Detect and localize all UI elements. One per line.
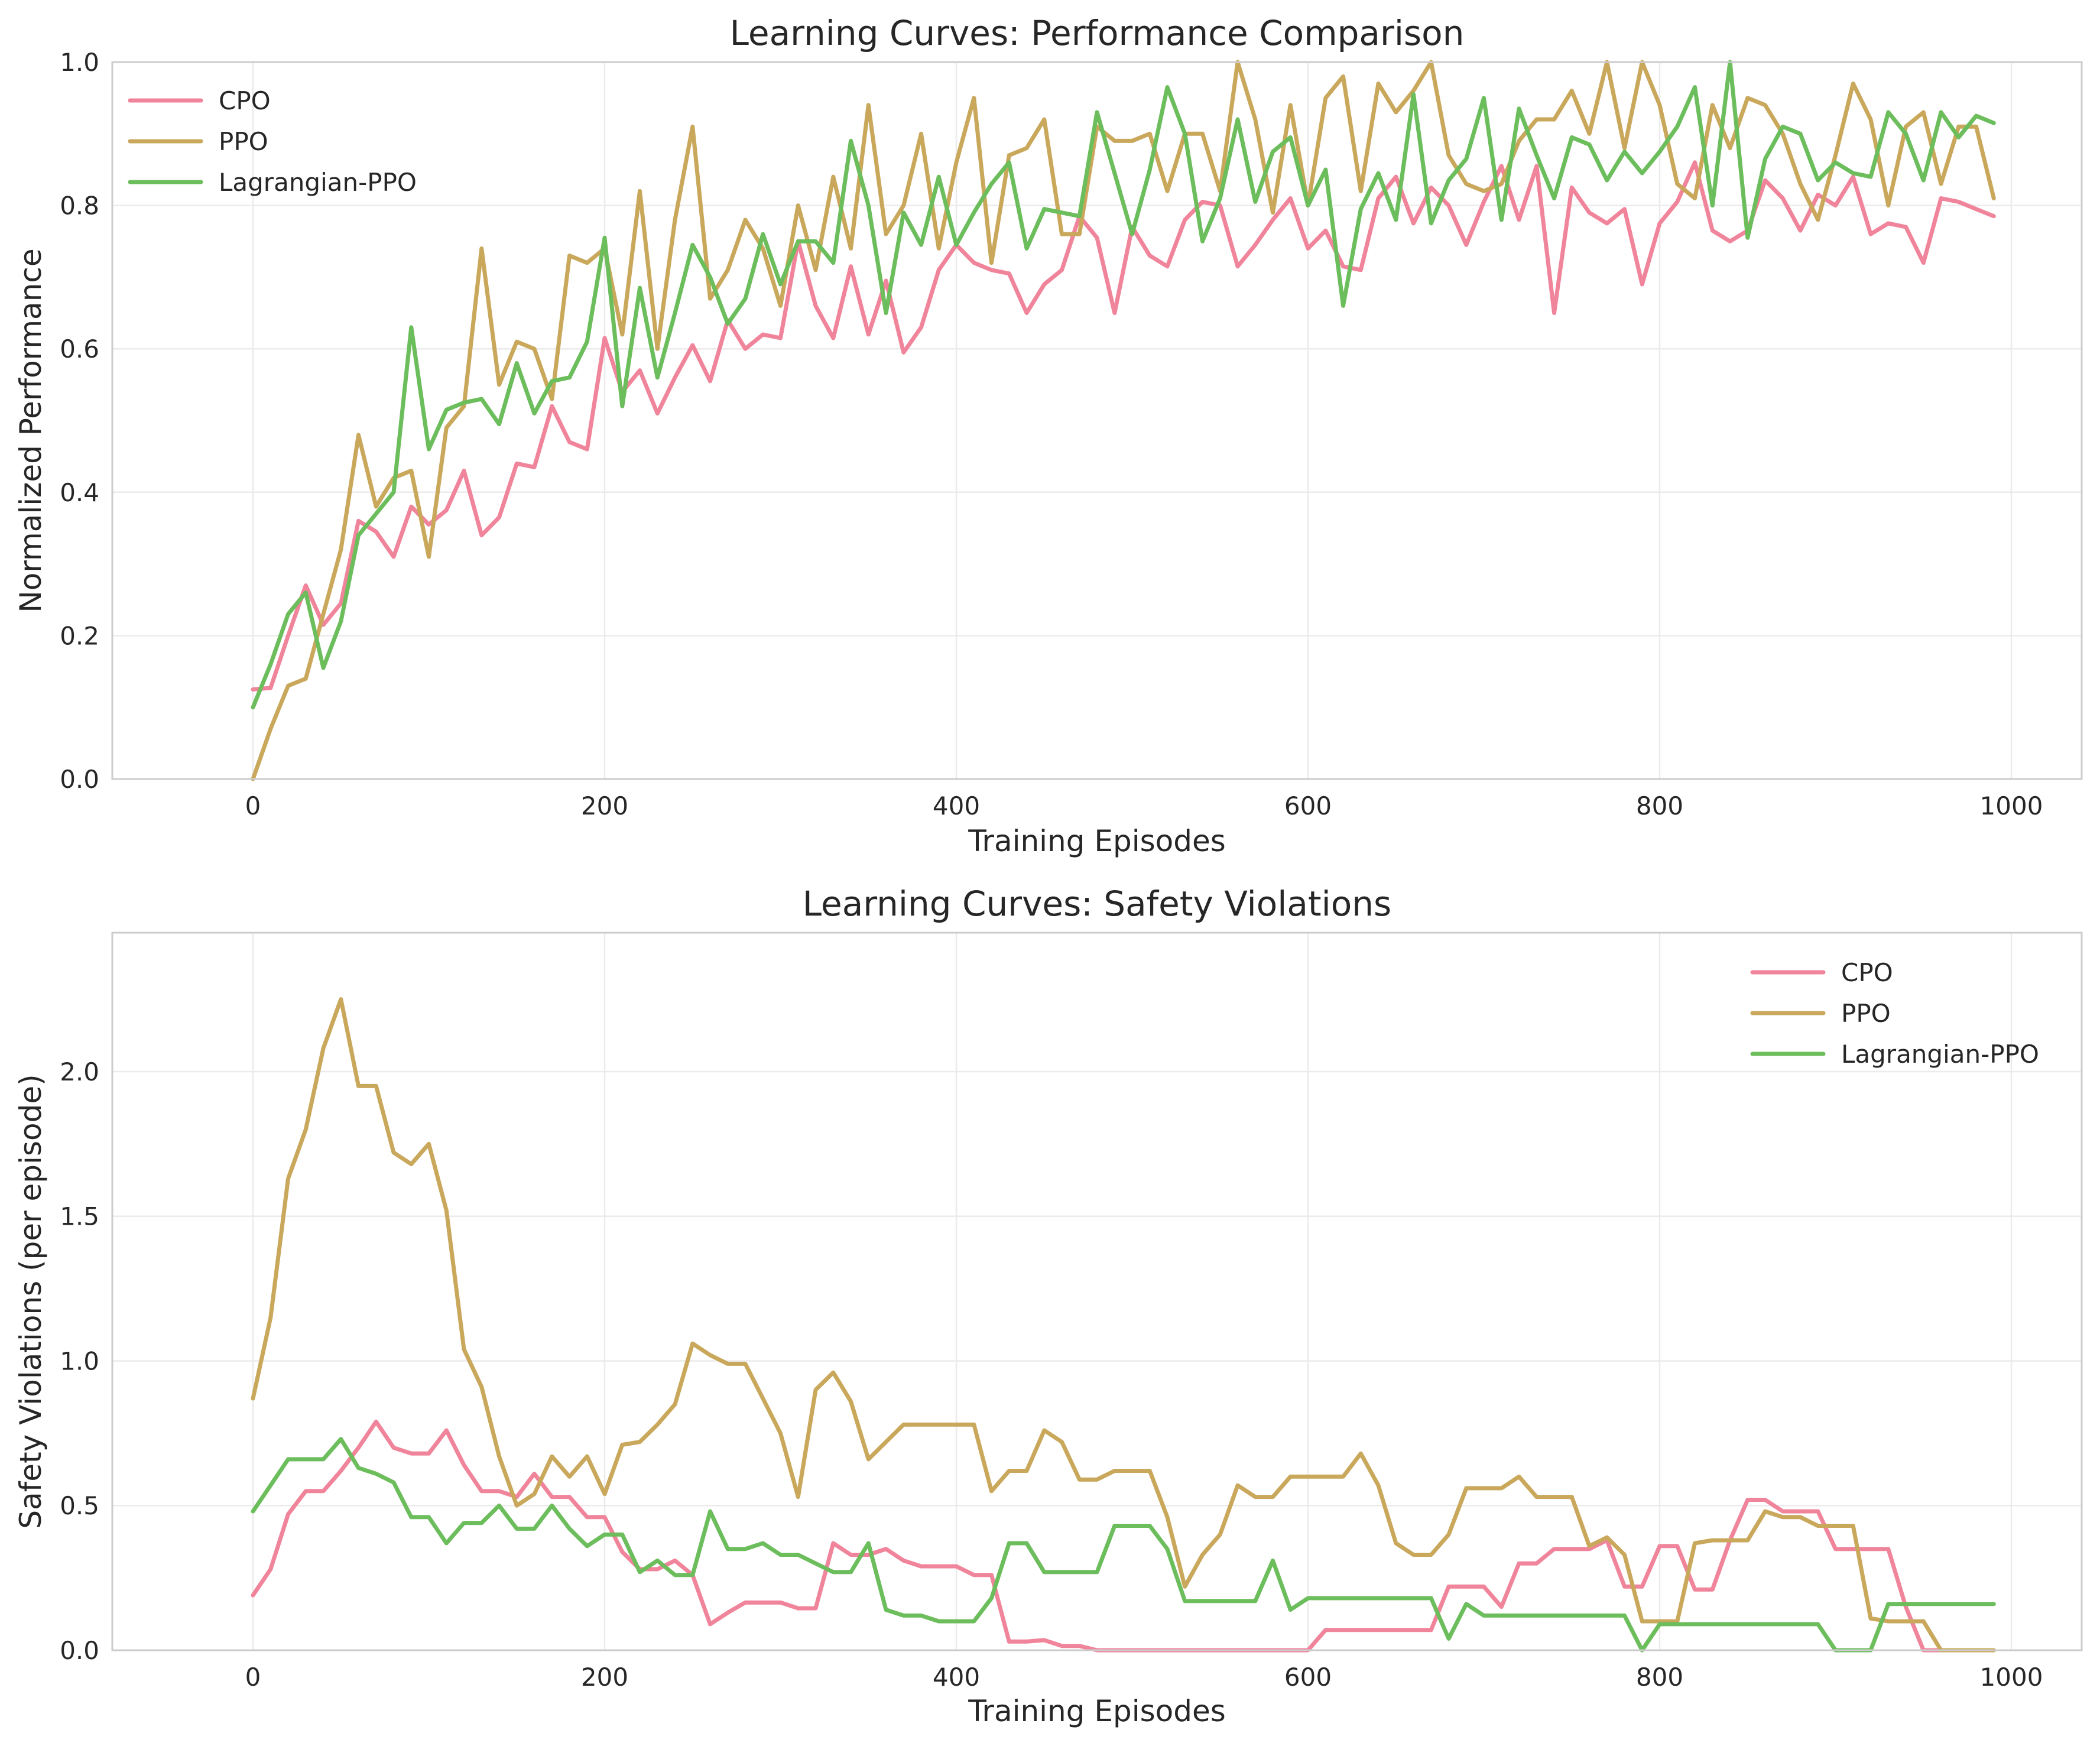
performance-ticks: 0 200 400 600 800 1000 0.0 0.2 0.4 0.6 0.8 1.0 [60,48,2043,820]
performance-legend-label-ppo: PPO [219,127,268,156]
performance-chart-title: Learning Curves: Performance Comparison [730,13,1465,53]
safety-x-tick-label: 0 [245,1663,261,1692]
performance-y-tick-label: 0.8 [60,192,99,220]
performance-x-axis-label: Training Episodes [968,824,1226,858]
safety-chart: 0 200 400 600 800 1000 0.0 0.5 1.0 1.5 2.0 Learnin… [14,884,2083,1728]
performance-line-lagrangian-ppo [251,60,1996,710]
safety-grid [112,933,2082,1651]
safety-legend-label-lagrangian-ppo: Lagrangian-PPO [1841,1040,2039,1069]
performance-plot-frame [111,61,2083,780]
safety-legend-label-cpo: CPO [1841,958,1893,987]
safety-line-lagrangian-ppo [251,1437,1996,1653]
performance-y-tick-label: 0.2 [60,621,99,650]
safety-y-tick-label: 0.0 [60,1636,99,1665]
safety-line-ppo [251,997,1996,1653]
performance-legend: CPO PPO Lagrangian-PPO [128,86,417,197]
performance-x-tick-label: 200 [581,791,628,820]
performance-x-tick-label: 800 [1636,791,1683,820]
safety-y-tick-label: 0.5 [60,1491,99,1520]
performance-x-tick-label: 600 [1284,791,1332,820]
performance-x-tick-label: 0 [245,791,261,820]
safety-legend-label-ppo: PPO [1841,999,1891,1028]
performance-series [251,60,1996,781]
safety-x-tick-label: 1000 [1980,1663,2043,1692]
safety-chart-title: Learning Curves: Safety Violations [803,884,1391,924]
safety-x-tick-label: 600 [1284,1663,1332,1692]
safety-x-tick-label: 400 [933,1663,980,1692]
safety-y-tick-label: 1.0 [60,1346,99,1375]
performance-x-tick-label: 400 [933,791,980,820]
safety-x-tick-label: 800 [1636,1663,1683,1692]
safety-y-tick-label: 2.0 [60,1057,99,1086]
safety-x-tick-label: 200 [581,1663,628,1692]
performance-legend-label-lagrangian-ppo: Lagrangian-PPO [219,168,417,197]
safety-plot-frame [111,932,2083,1651]
safety-y-axis-label: Safety Violations (per episode) [14,1074,48,1528]
performance-y-axis-label: Normalized Performance [14,248,48,612]
safety-y-tick-label: 1.5 [60,1202,99,1231]
performance-y-tick-label: 0.6 [60,335,99,364]
performance-x-tick-label: 1000 [1980,791,2043,820]
performance-y-tick-label: 0.0 [60,765,99,794]
safety-ticks: 0 200 400 600 800 1000 0.0 0.5 1.0 1.5 2.0 [60,1057,2043,1692]
performance-legend-label-cpo: CPO [219,86,271,115]
performance-line-cpo [251,160,1996,692]
safety-x-axis-label: Training Episodes [968,1694,1226,1728]
performance-chart: 0 200 400 600 800 1000 0.0 0.2 0.4 0.6 0.8 1.0 Lear… [14,13,2083,858]
performance-y-tick-label: 0.4 [60,478,99,507]
performance-y-tick-label: 1.0 [60,48,99,77]
safety-legend: CPO PPO Lagrangian-PPO [1750,958,2039,1069]
